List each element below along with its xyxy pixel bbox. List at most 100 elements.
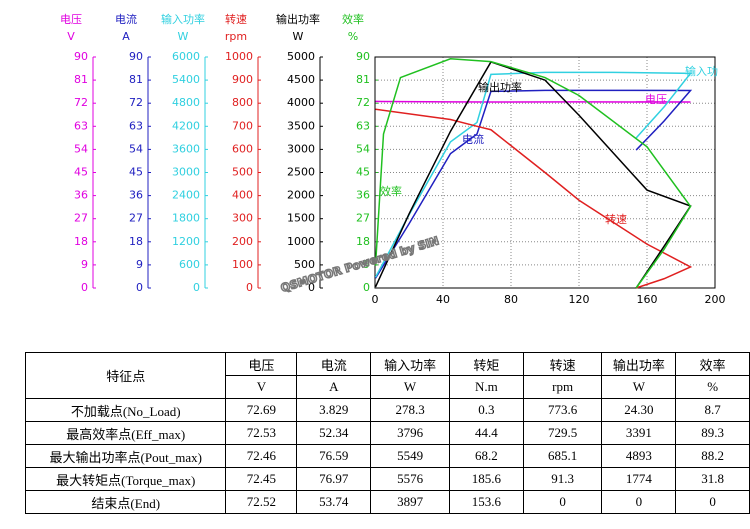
y-tick-label: 45 xyxy=(356,166,370,179)
y-tick-label: 300 xyxy=(232,212,253,225)
y-tick-label: 1800 xyxy=(172,212,200,225)
y-tick-label: 6000 xyxy=(172,50,200,63)
y-tick-label: 36 xyxy=(74,189,88,202)
y-tick-label: 27 xyxy=(74,212,88,225)
axis-unit: % xyxy=(348,30,358,43)
table-cell: N.m xyxy=(448,375,524,399)
table-cell: rpm xyxy=(522,375,603,399)
y-tick-label: 9 xyxy=(136,258,143,271)
table-cell: 24.30 xyxy=(601,398,677,422)
axis-unit: W xyxy=(178,30,189,43)
table-cell: % xyxy=(675,375,750,399)
table-row: V A W N.m rpm W% xyxy=(26,375,750,399)
y-tick-label: 54 xyxy=(129,142,143,155)
curve-label: 输入功 xyxy=(685,64,718,78)
table-cell: 特征点 xyxy=(24,352,227,399)
table-cell: 电压 xyxy=(225,352,298,376)
table-cell: 685.1 xyxy=(522,444,603,468)
y-tick-label: 90 xyxy=(129,50,143,63)
y-tick-label: 36 xyxy=(356,189,370,202)
y-tick-label: 54 xyxy=(74,142,88,155)
table-row: 最大转矩点(Torque_max) 72.45 76.97 5576 185.6 91.3… xyxy=(24,467,750,491)
y-tick-label: 63 xyxy=(356,119,370,132)
curve-label: 转速 xyxy=(605,212,627,226)
table-cell: 729.5 xyxy=(522,421,603,445)
axis-title: 效率 xyxy=(342,12,364,26)
y-tick-label: 3500 xyxy=(287,119,315,132)
table-cell: 0 xyxy=(522,490,603,514)
table-cell: 72.53 xyxy=(225,421,298,445)
y-tick-label: 90 xyxy=(74,50,88,63)
table-row: 最高效率点(Eff_max) 72.53 52.34 3796 44.4 729.5 339… xyxy=(24,421,750,445)
curve xyxy=(374,89,693,279)
axis-title: 转速 xyxy=(225,12,247,26)
table-cell: 278.3 xyxy=(370,398,450,422)
y-tick-label: 81 xyxy=(129,73,143,86)
table-cell: 53.74 xyxy=(296,490,372,514)
axis-title: 输入功率 xyxy=(161,12,205,26)
table-cell: 5549 xyxy=(370,444,450,468)
table-cell: 转矩 xyxy=(448,352,524,376)
table-cell: 3391 xyxy=(601,421,677,445)
table-cell: 最大输出功率点(Pout_max) xyxy=(24,444,227,468)
table-row: 不加载点(No_Load) 72.69 3.829 278.3 0.3 773.6 24.3… xyxy=(24,398,750,422)
y-tick-label: 4500 xyxy=(287,73,315,86)
curve xyxy=(374,58,692,289)
curve-label: 输出功率 xyxy=(478,80,522,94)
x-tick-label: 0 xyxy=(372,293,379,306)
curve-label: 电流 xyxy=(462,132,484,146)
y-tick-label: 0 xyxy=(81,281,88,294)
table-cell: 0.3 xyxy=(448,398,524,422)
y-tick-label: 45 xyxy=(74,166,88,179)
y-tick-label: 400 xyxy=(232,189,253,202)
y-tick-label: 81 xyxy=(74,73,88,86)
y-tick-label: 500 xyxy=(232,166,253,179)
x-tick-label: 160 xyxy=(637,293,658,306)
table-cell: 153.6 xyxy=(448,490,524,514)
y-tick-label: 63 xyxy=(74,119,88,132)
y-tick-label: 0 xyxy=(308,281,315,294)
y-tick-label: 36 xyxy=(129,189,143,202)
axis-unit: A xyxy=(122,30,130,43)
y-tick-label: 72 xyxy=(129,96,143,109)
table-row: 最大输出功率点(Pout_max) 72.46 76.59 5549 68.2 685.1… xyxy=(24,444,750,468)
y-tick-label: 3600 xyxy=(172,142,200,155)
table-row: 特征点 电压 电流 输入功率 转矩 转速 输出功率 效率 xyxy=(24,352,750,399)
y-tick-label: 700 xyxy=(232,119,253,132)
table-cell: 3.829 xyxy=(296,398,372,422)
table-cell: 4893 xyxy=(601,444,677,468)
table-cell: 输出功率 xyxy=(601,352,677,376)
axis-unit: V xyxy=(67,30,75,43)
curve-label: 电压 xyxy=(645,93,667,106)
y-tick-label: 2500 xyxy=(287,166,315,179)
y-tick-label: 1200 xyxy=(172,235,200,248)
plot-frame xyxy=(374,56,716,289)
table-cell: 52.34 xyxy=(296,421,372,445)
table-cell: 3796 xyxy=(370,421,450,445)
y-tick-label: 0 xyxy=(363,281,370,294)
y-tick-label: 1000 xyxy=(225,50,253,63)
y-tick-label: 800 xyxy=(232,96,253,109)
y-tick-label: 81 xyxy=(356,73,370,86)
y-tick-label: 5000 xyxy=(287,50,315,63)
table-cell: 最大转矩点(Torque_max) xyxy=(24,467,227,491)
table-cell: 0 xyxy=(601,490,677,514)
table-cell: 76.97 xyxy=(296,467,372,491)
y-tick-label: 90 xyxy=(356,50,370,63)
table-cell: 8.7 xyxy=(675,398,750,422)
table-cell: 44.4 xyxy=(448,421,524,445)
table-cell: 88.2 xyxy=(675,444,750,468)
table-cell: 结束点(End) xyxy=(24,490,227,514)
axis-unit: rpm xyxy=(225,30,247,43)
y-tick-label: 0 xyxy=(246,281,253,294)
y-tick-label: 600 xyxy=(179,258,200,271)
table-cell: 76.59 xyxy=(296,444,372,468)
y-tick-label: 3000 xyxy=(287,142,315,155)
y-tick-label: 4000 xyxy=(287,96,315,109)
y-tick-label: 54 xyxy=(356,142,370,155)
y-tick-label: 900 xyxy=(232,73,253,86)
y-tick-label: 63 xyxy=(129,119,143,132)
curve xyxy=(374,71,693,278)
axis-unit: W xyxy=(293,30,304,43)
